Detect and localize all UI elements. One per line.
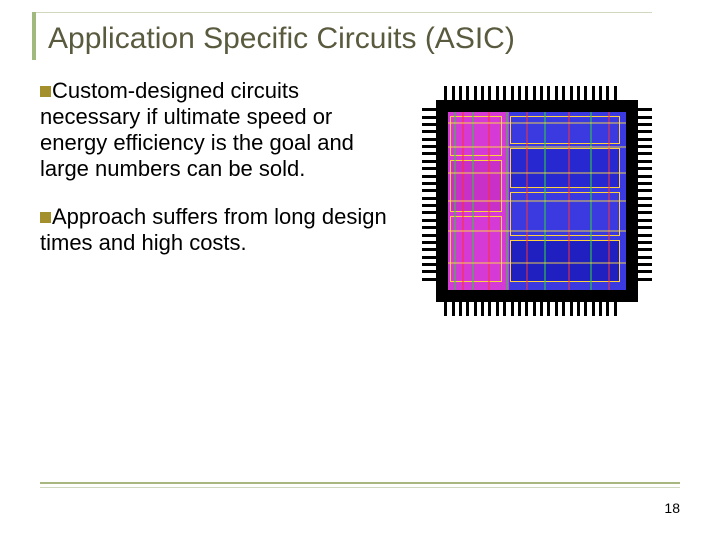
square-bullet-icon (40, 212, 51, 223)
footer-rule (40, 482, 680, 484)
slide: Application Specific Circuits (ASIC) Cus… (0, 0, 720, 540)
chip-pins-right (638, 106, 652, 283)
square-bullet-icon (40, 86, 51, 97)
chip-pins-bottom (442, 302, 619, 316)
bullet-lead: Approach (52, 204, 146, 229)
content-row: Custom-designed circuits necessary if ul… (40, 78, 680, 320)
image-column (418, 82, 656, 320)
chip-die (448, 112, 626, 290)
asic-chip-graphic (418, 82, 656, 320)
chip-pins-top (442, 86, 619, 100)
bullet-lead: Custom-designed (52, 78, 224, 103)
text-column: Custom-designed circuits necessary if ul… (40, 78, 400, 278)
bullet-item: Approach suffers from long design times … (40, 204, 400, 256)
page-title: Application Specific Circuits (ASIC) (40, 20, 680, 56)
chip-pins-left (422, 106, 436, 283)
footer-rule-thin (40, 487, 680, 488)
title-accent-bar (32, 12, 36, 60)
title-top-rule (32, 12, 652, 13)
title-area: Application Specific Circuits (ASIC) (40, 20, 680, 56)
bullet-item: Custom-designed circuits necessary if ul… (40, 78, 400, 182)
page-number: 18 (664, 500, 680, 516)
